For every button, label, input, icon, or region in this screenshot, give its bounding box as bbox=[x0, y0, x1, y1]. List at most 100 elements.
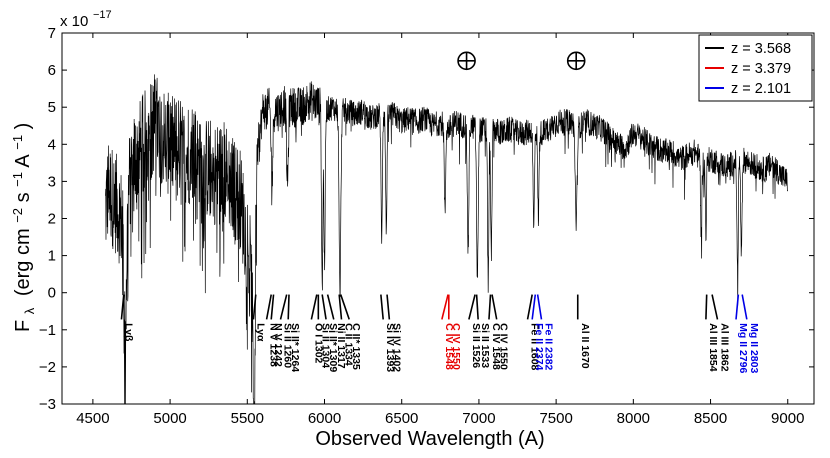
y-tick-label: 6 bbox=[48, 62, 56, 79]
line-id-tick bbox=[441, 294, 449, 320]
y-label-main: F bbox=[12, 320, 34, 332]
line-id-label: Fe II 2382 bbox=[542, 323, 554, 370]
x-axis-ticks: 4500 5000 5500 6000 6500 7000 7500 8000 8500 9000 bbox=[76, 33, 804, 427]
line-id-label: Fe II 1608 bbox=[529, 323, 541, 370]
x-tick-label: 8000 bbox=[617, 410, 650, 427]
line-id-label: O I 1302 bbox=[312, 323, 324, 363]
x-tick-label: 7000 bbox=[462, 410, 495, 427]
y-multiplier: x 10 −17 bbox=[60, 9, 112, 30]
line-id-tick bbox=[386, 294, 391, 320]
x-tick-label: 4500 bbox=[76, 410, 109, 427]
line-id-label: Si II 1526 bbox=[470, 323, 482, 368]
y-tick-label: 5 bbox=[48, 99, 56, 116]
legend-items: z = 3.568 z = 3.379 z = 2.101 bbox=[705, 41, 791, 97]
y-tick-label: −1 bbox=[39, 322, 56, 339]
line-id-label: Si IV 1402 bbox=[390, 323, 402, 372]
line-id-label: N V 1238 bbox=[268, 323, 280, 367]
x-tick-label: 5000 bbox=[153, 410, 186, 427]
line-id-label: C II 1334 bbox=[342, 323, 354, 366]
y-axis-label: F λ (erg cm −2 s −1 A −1 ) bbox=[5, 123, 39, 332]
y-label-exp2: −1 bbox=[10, 172, 25, 187]
line-id-label: Mg II 2796 bbox=[737, 323, 749, 373]
y-multiplier-exp: −17 bbox=[93, 9, 112, 21]
line-id-label: Lyβ bbox=[122, 323, 134, 342]
line-id-tick bbox=[326, 294, 335, 320]
line-id-tick bbox=[705, 294, 708, 320]
line-id-tick bbox=[468, 294, 476, 320]
y-axis-ticks: −3 −2 −1 0 1 2 3 4 5 6 7 bbox=[39, 25, 814, 413]
x-tick-label: 9000 bbox=[771, 410, 804, 427]
line-id-label: Si II* 1264 bbox=[289, 323, 301, 372]
line-id-tick bbox=[475, 294, 479, 320]
line-id-tick bbox=[270, 294, 275, 320]
line-id-label: Lyα bbox=[254, 323, 266, 342]
telluric-symbols bbox=[457, 51, 586, 71]
line-id-label: C IV 1548 bbox=[490, 323, 502, 370]
line-id-tick bbox=[279, 294, 288, 320]
line-id-tick bbox=[711, 294, 719, 320]
line-id-ticks bbox=[120, 294, 748, 320]
line-id-label: C IV 1550 bbox=[498, 323, 510, 370]
line-id-tick bbox=[120, 294, 125, 320]
y-label-units: (erg cm bbox=[12, 228, 34, 296]
line-id-tick bbox=[310, 294, 318, 320]
y-tick-label: 7 bbox=[48, 25, 56, 42]
y-tick-label: −3 bbox=[39, 396, 56, 413]
y-label-sub: λ bbox=[22, 307, 37, 314]
line-id-tick bbox=[380, 294, 384, 320]
y-multiplier-base: x 10 bbox=[60, 13, 88, 30]
line-id-label: Si II 1260 bbox=[281, 323, 293, 368]
line-id-label: Si II 1533 bbox=[479, 323, 491, 368]
line-id-label: N V 1242 bbox=[272, 323, 284, 367]
y-label-close: ) bbox=[12, 123, 34, 130]
y-axis-label-f: F λ (erg cm −2 s −1 A −1 ) bbox=[5, 123, 39, 332]
y-label-exp3: −1 bbox=[10, 135, 25, 150]
line-id-tick bbox=[536, 294, 543, 320]
line-id-tick bbox=[265, 294, 273, 320]
y-tick-label: 2 bbox=[48, 211, 56, 228]
y-tick-label: 4 bbox=[48, 136, 56, 153]
line-id-tick bbox=[321, 294, 327, 320]
line-id-tick bbox=[488, 294, 492, 320]
line-id-label: C IV 1550 bbox=[450, 323, 462, 370]
line-id-label: Si II 1304 bbox=[319, 323, 331, 368]
line-id-tick bbox=[287, 294, 290, 320]
x-tick-label: 5500 bbox=[231, 410, 264, 427]
y-tick-label: 0 bbox=[48, 285, 56, 302]
line-id-label: C II* 1335 bbox=[350, 323, 362, 370]
line-id-label: Al II 1670 bbox=[579, 323, 591, 369]
line-id-label: Si IV 1393 bbox=[384, 323, 396, 372]
line-id-label: Al III 1862 bbox=[718, 323, 730, 372]
y-tick-label: 3 bbox=[48, 173, 56, 190]
line-id-tick bbox=[491, 294, 498, 320]
x-tick-label: 6000 bbox=[308, 410, 341, 427]
line-id-label: Fe II 2374 bbox=[533, 323, 545, 370]
line-id-tick bbox=[741, 294, 748, 320]
line-id-tick bbox=[735, 294, 740, 320]
line-id-tick bbox=[531, 294, 537, 320]
y-label-mid: s bbox=[12, 192, 34, 202]
line-id-tick bbox=[526, 294, 533, 320]
line-id-label: Mg II 2803 bbox=[748, 323, 760, 373]
line-id-label: Al III 1854 bbox=[707, 323, 719, 372]
x-tick-label: 6500 bbox=[385, 410, 418, 427]
line-id-tick bbox=[338, 294, 343, 320]
y-tick-label: −2 bbox=[39, 359, 56, 376]
legend: z = 3.568 z = 3.379 z = 2.101 bbox=[698, 34, 813, 102]
x-axis-label: Observed Wavelength (A) bbox=[315, 428, 544, 450]
x-tick-label: 7500 bbox=[539, 410, 572, 427]
line-id-tick bbox=[339, 294, 350, 320]
x-tick-label: 8500 bbox=[694, 410, 727, 427]
line-id-tick bbox=[252, 294, 257, 320]
legend-label: z = 2.101 bbox=[731, 81, 791, 97]
y-label-end: A bbox=[12, 154, 34, 168]
legend-label: z = 3.568 bbox=[731, 41, 791, 57]
legend-label: z = 3.379 bbox=[731, 61, 791, 77]
line-id-label: C IV 1548 bbox=[443, 323, 455, 370]
y-tick-label: 1 bbox=[48, 248, 56, 265]
y-label-exp1: −2 bbox=[10, 208, 25, 223]
